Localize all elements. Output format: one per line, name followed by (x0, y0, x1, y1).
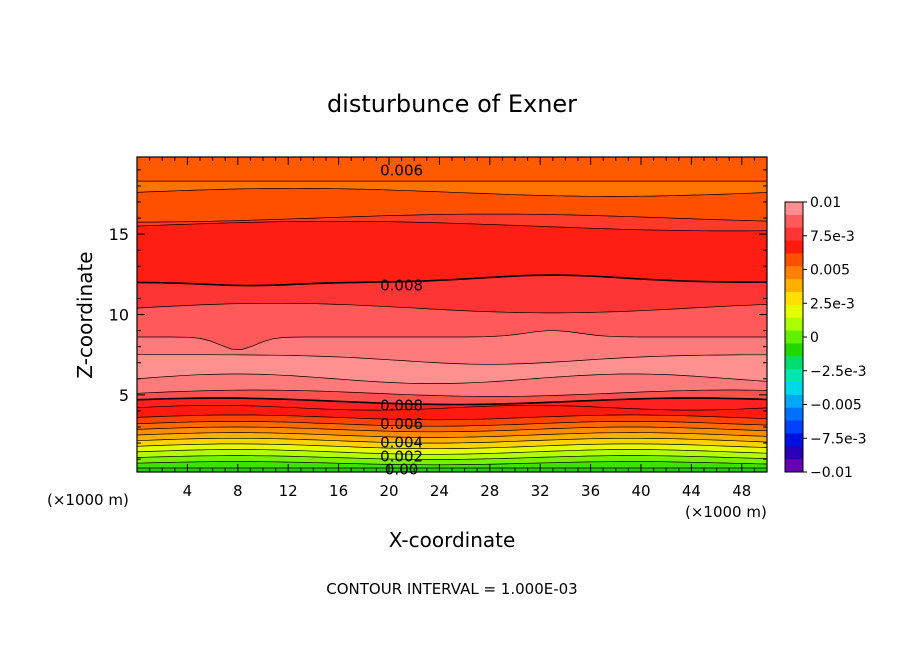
colorbar-swatch (785, 343, 803, 357)
colorbar-tick-label: 0.005 (810, 263, 850, 279)
colorbar-swatch (785, 330, 803, 344)
x-tick-label: 8 (233, 482, 243, 500)
y-tick-label: 5 (119, 386, 129, 405)
contour-line (137, 426, 767, 433)
x-tick-label: 24 (430, 482, 449, 500)
colorbar-swatch (785, 433, 803, 447)
colorbar-swatch (785, 446, 803, 460)
colorbar-tick-label: 7.5e-3 (810, 229, 855, 245)
colorbar-swatch (785, 227, 803, 242)
x-tick-label: 28 (480, 482, 499, 500)
colorbar-swatch (785, 356, 803, 370)
contour-line (137, 220, 767, 232)
colorbar-swatch (785, 394, 803, 409)
x-tick-label: 32 (531, 482, 550, 500)
colorbar: 0.01 7.5e-3 0.005 2.5e-3 0 −2.5e-3 −0.005 −7.5e… (784, 195, 867, 481)
x-tick-label: 12 (279, 482, 298, 500)
colorbar-tick-label: 0.01 (810, 195, 841, 211)
x-tick-label: 36 (581, 482, 600, 500)
contour-line (137, 274, 767, 287)
y-tick-label: 15 (109, 225, 129, 244)
contour-line (137, 373, 767, 384)
y-tick-label: 10 (109, 306, 129, 325)
contour-line (137, 414, 767, 421)
contour-line (137, 449, 767, 455)
contour-label: 0.008 (380, 277, 423, 295)
colorbar-swatch (785, 382, 803, 396)
colorbar-swatch (785, 407, 803, 422)
contour-label: 0.004 (380, 433, 423, 451)
colorbar-swatch (785, 240, 803, 254)
colorbar-swatch (785, 304, 803, 319)
contour-line (137, 213, 767, 223)
contour-line (137, 354, 767, 365)
contour-line (137, 397, 767, 406)
contour-label: 0.006 (380, 415, 423, 433)
colorbar-swatch (785, 266, 803, 280)
contour-label: 0.008 (380, 396, 423, 414)
colorbar-tick-label: −7.5e-3 (810, 431, 867, 447)
x-tick-label: 4 (183, 482, 193, 500)
colorbar-swatch (785, 292, 803, 306)
contour-line (137, 404, 767, 411)
colorbar-swatch (785, 279, 803, 293)
contour-line (137, 187, 767, 197)
chart-title: disturbunce of Exner (327, 90, 577, 118)
x-unit-label-right: (×1000 m) (685, 503, 767, 521)
colorbar-tick-label: −0.01 (810, 465, 853, 481)
x-tick-label: 40 (631, 482, 650, 500)
x-tick-label: 44 (682, 482, 701, 500)
x-tick-label: 20 (379, 482, 398, 500)
contour-line (137, 437, 767, 444)
colorbar-swatch (785, 459, 803, 473)
contour-label: 0.002 (380, 448, 423, 466)
contour-interval-footer: CONTOUR INTERVAL = 1.000E-03 (326, 580, 577, 598)
colorbar-swatch (785, 420, 803, 434)
colorbar-tick-label: −0.005 (810, 398, 862, 414)
colorbar-swatch (785, 369, 803, 383)
colorbar-tick-label: 2.5e-3 (810, 296, 855, 312)
colorbar-swatch (785, 317, 803, 332)
x-axis-label: X-coordinate (389, 528, 516, 552)
contour-line (137, 455, 767, 460)
colorbar-swatch (785, 253, 803, 267)
contour-line (137, 461, 767, 466)
x-tick-label: 48 (732, 482, 751, 500)
contour-label: 0.006 (380, 162, 423, 180)
contour-line (137, 302, 767, 314)
colorbar-swatch (785, 214, 803, 229)
x-tick-label: 16 (329, 482, 348, 500)
contour-line (137, 443, 767, 450)
y-axis-label: Z-coordinate (73, 251, 97, 378)
contour-line (137, 389, 767, 397)
x-unit-label-left: (×1000 m) (47, 491, 129, 509)
contour-line (137, 330, 767, 350)
colorbar-tick-label: −2.5e-3 (810, 364, 867, 380)
contour-line (137, 421, 767, 427)
contour-line (137, 432, 767, 438)
colorbar-swatch (785, 202, 803, 216)
colorbar-tick-label: 0 (810, 330, 819, 346)
